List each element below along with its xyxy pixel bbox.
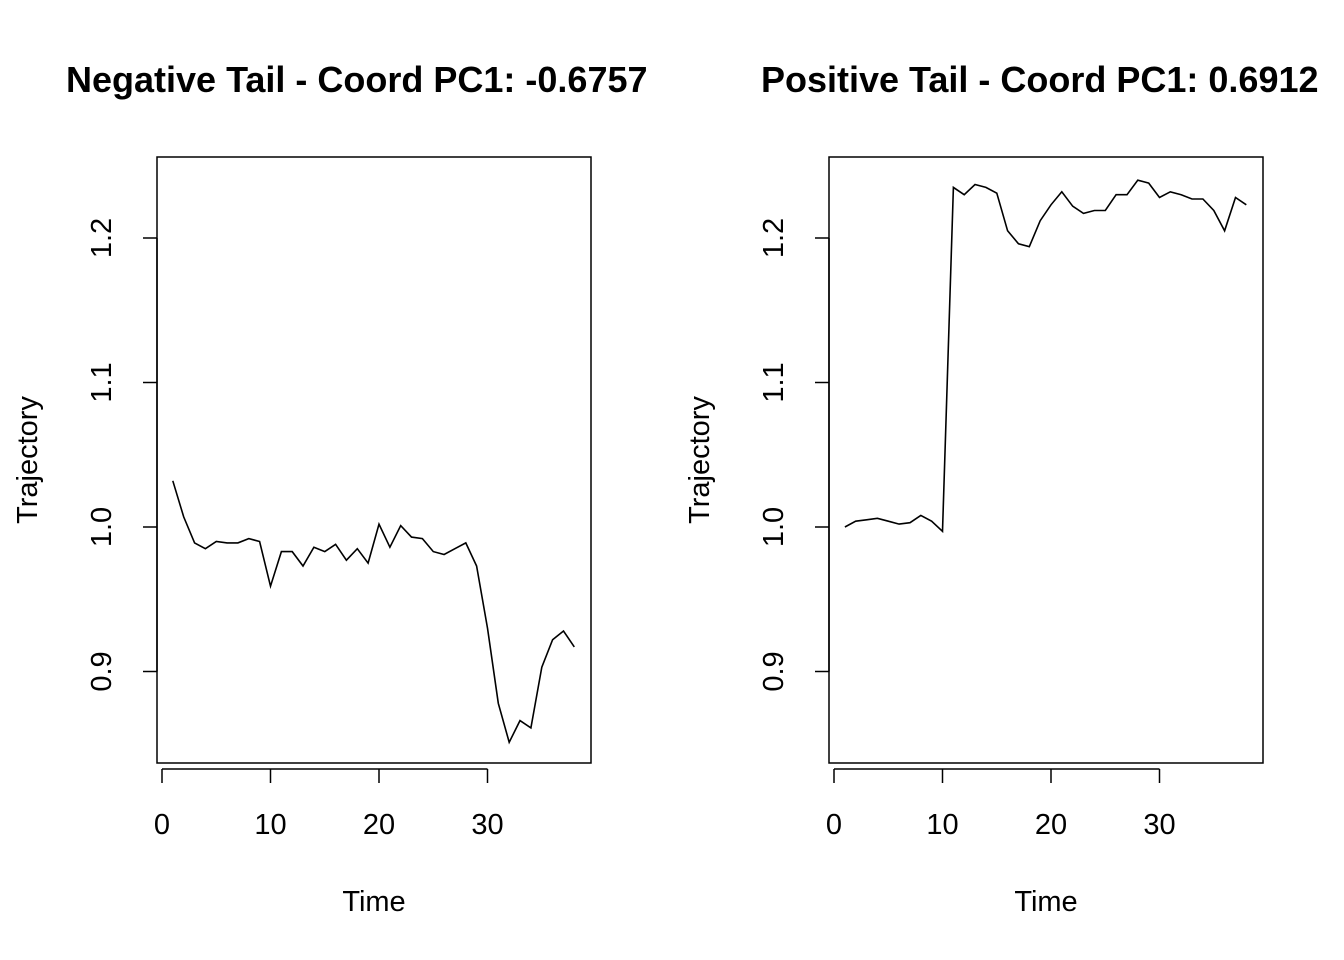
y-axis: 0.9 1.0 1.1 1.2 [86, 218, 158, 692]
x-tick-label: 10 [926, 809, 958, 841]
y-tick-label: 0.9 [86, 651, 118, 691]
x-axis: 0 10 20 30 [826, 768, 1176, 841]
x-tick-label: 0 [154, 809, 170, 841]
chart-title: Negative Tail - Coord PC1: -0.6757 [66, 59, 648, 100]
chart-title: Positive Tail - Coord PC1: 0.6912 [761, 59, 1319, 100]
y-tick-label: 1.1 [758, 362, 790, 402]
plot-frame [156, 156, 592, 764]
series-line [172, 480, 575, 745]
x-tick-label: 30 [471, 809, 503, 841]
chart-panel-negative-tail: Negative Tail - Coord PC1: -0.6757 0 10 20… [12, 59, 648, 918]
x-tick-label: 10 [254, 809, 286, 841]
y-tick-label: 1.2 [86, 218, 118, 258]
x-tick-label: 0 [826, 809, 842, 841]
chart-panel-positive-tail: Positive Tail - Coord PC1: 0.6912 0 10 20 3… [684, 59, 1319, 918]
y-axis-label: Trajectory [12, 396, 44, 524]
x-tick-label: 30 [1143, 809, 1175, 841]
y-tick-label: 1.0 [758, 507, 790, 547]
y-axis-label: Trajectory [684, 396, 716, 524]
y-axis: 0.9 1.0 1.1 1.2 [758, 218, 830, 692]
x-axis: 0 10 20 30 [154, 768, 504, 841]
series-line [844, 179, 1247, 534]
y-tick-label: 1.1 [86, 362, 118, 402]
y-tick-label: 1.0 [86, 507, 118, 547]
x-tick-label: 20 [363, 809, 395, 841]
plot-frame [828, 156, 1264, 764]
x-axis-label: Time [342, 886, 405, 918]
y-tick-label: 0.9 [758, 651, 790, 691]
x-axis-label: Time [1014, 886, 1077, 918]
y-tick-label: 1.2 [758, 218, 790, 258]
x-tick-label: 20 [1035, 809, 1067, 841]
